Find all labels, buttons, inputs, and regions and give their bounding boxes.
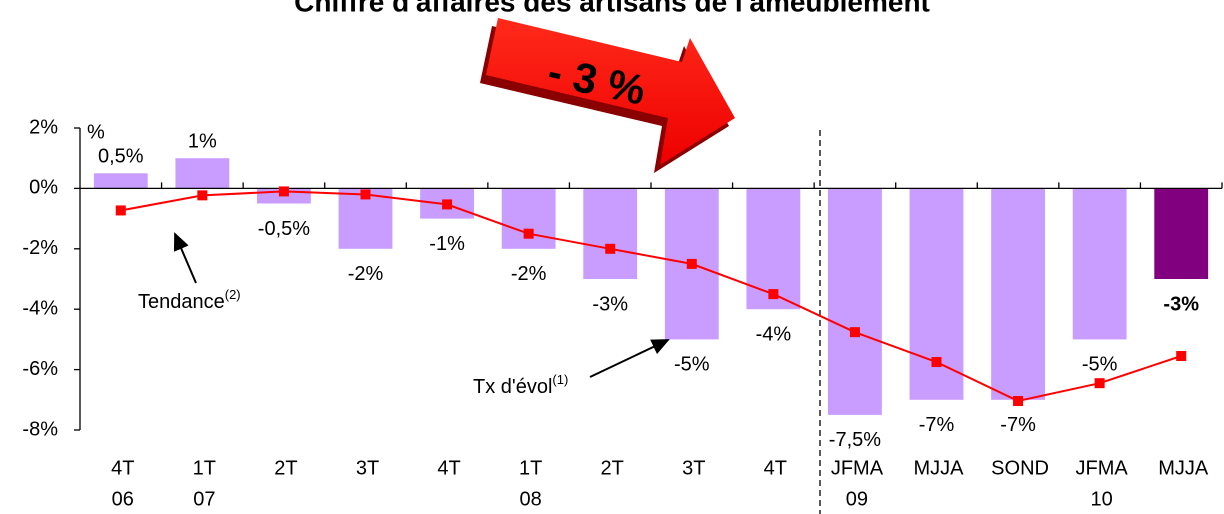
value-label: -7% [1000, 414, 1036, 436]
y-tick-label: 2% [29, 116, 58, 138]
trend-line [120, 190, 1182, 403]
annotation: Tx d'évol(1) [473, 372, 568, 398]
x-tick-label: 1T [519, 457, 542, 479]
bar [583, 188, 638, 279]
line-marker [686, 258, 697, 269]
value-label: -2% [348, 263, 384, 285]
x-group-label: 07 [193, 488, 215, 510]
y-tick-label: -4% [22, 297, 58, 319]
x-group-label: 10 [1091, 488, 1113, 510]
x-tick-label: 2T [601, 457, 624, 479]
x-tick-label: JFMA [831, 457, 884, 479]
y-unit: % [87, 121, 105, 143]
value-label: -7% [919, 414, 955, 436]
y-tick-label: 0% [29, 177, 58, 199]
line-marker [442, 199, 453, 210]
x-tick-label: 4T [111, 457, 134, 479]
x-tick-label: MJJA [914, 457, 965, 479]
x-tick-label: 4T [764, 457, 787, 479]
value-label: -0,5% [258, 218, 310, 240]
x-tick-label: 3T [356, 457, 379, 479]
annotation-arrow [589, 339, 670, 378]
bar [1072, 188, 1127, 340]
y-tick-label: -8% [22, 418, 58, 440]
big-arrow [480, 18, 735, 173]
value-label: -1% [429, 233, 465, 255]
value-label: -3% [592, 293, 628, 315]
y-tick-label: -2% [22, 237, 58, 259]
value-label: 0,5% [98, 146, 144, 168]
x-tick-label: SOND [991, 457, 1049, 479]
annotation-text: Tendance [138, 291, 225, 313]
line-marker [849, 327, 860, 338]
line-marker [360, 189, 371, 200]
x-tick-label: 2T [274, 457, 297, 479]
bar [1154, 188, 1209, 279]
x-tick-label: 1T [193, 457, 216, 479]
value-label: -5% [674, 354, 710, 376]
bar [991, 188, 1045, 400]
line-marker [768, 289, 779, 300]
line-marker [1094, 378, 1105, 389]
line-marker [197, 190, 208, 201]
bar [501, 188, 556, 249]
value-label: -4% [756, 323, 792, 345]
value-label: -7,5% [829, 429, 881, 451]
x-tick-label: JFMA [1076, 457, 1129, 479]
annotation-text: Tx d'évol [473, 376, 552, 398]
line-marker [931, 357, 942, 368]
value-label: 1% [188, 130, 217, 152]
x-tick-label: 3T [682, 457, 705, 479]
chart-title: Chiffre d'affaires des artisans de l'ame… [294, 0, 930, 17]
x-group-label: 08 [520, 488, 542, 510]
bar [746, 188, 801, 310]
value-label: -3% [1163, 293, 1199, 315]
line-marker [523, 228, 534, 239]
line-marker [115, 205, 126, 216]
x-group-label: 09 [846, 488, 868, 510]
annotation-sup: (2) [225, 287, 241, 302]
y-tick-label: -6% [22, 358, 58, 380]
annotation: Tendance(2) [138, 287, 241, 313]
bar [828, 188, 882, 415]
line-marker [278, 186, 289, 197]
x-tick-label: MJJA [1158, 457, 1209, 479]
value-label: -2% [511, 263, 547, 285]
annotation-sup: (1) [552, 372, 568, 387]
line-marker [1013, 396, 1024, 407]
bar [175, 158, 230, 189]
value-label: -5% [1082, 354, 1118, 376]
x-tick-label: 4T [437, 457, 460, 479]
x-group-label: 06 [112, 488, 134, 510]
line-marker [1176, 351, 1187, 362]
bar [909, 188, 964, 400]
annotation-arrow [173, 232, 197, 284]
bar [93, 173, 148, 189]
line-marker [605, 243, 616, 254]
